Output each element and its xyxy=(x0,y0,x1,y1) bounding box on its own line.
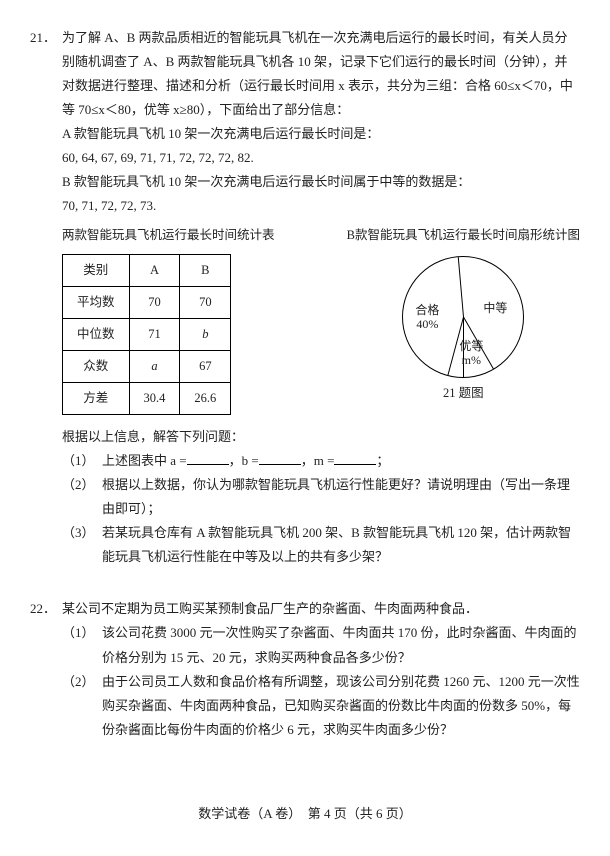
q22-s1: 该公司花费 3000 元一次性购买了杂酱面、牛肉面共 170 份，此时杂酱面、牛… xyxy=(102,621,580,669)
q22-number: 22． xyxy=(30,597,62,741)
pie-you: 优等 m% xyxy=(459,339,483,368)
q21-pb: B 款智能玩具飞机 10 架一次充满电后运行最长时间属于中等的数据是： xyxy=(62,170,580,194)
q21-s2: 根据以上数据，你认为哪款智能玩具飞机运行性能更好？请说明理由（写出一条理由即可）… xyxy=(102,473,580,521)
q22-p1: 某公司不定期为员工购买某预制食品厂生产的杂酱面、牛肉面两种食品． xyxy=(62,597,580,621)
q21-p2: 根据以上信息，解答下列问题： xyxy=(62,425,580,449)
pie-caption: 21 题图 xyxy=(347,382,580,405)
q21-pad: 60, 64, 67, 69, 71, 71, 72, 72, 72, 82. xyxy=(62,146,580,170)
q21-s3: 若某玩具仓库有 A 款智能玩具飞机 200 架、B 款智能玩具飞机 120 架，… xyxy=(102,521,580,569)
q21-pa: A 款智能玩具飞机 10 架一次充满电后运行最长时间是： xyxy=(62,122,580,146)
q21-number: 21． xyxy=(30,26,62,569)
table-title: 两款智能玩具飞机运行最长时间统计表 xyxy=(62,224,275,247)
pie-hege: 合格 40% xyxy=(415,303,439,332)
pie-title: B款智能玩具飞机运行最长时间扇形统计图 xyxy=(347,224,580,247)
q21-s2n: （2） xyxy=(62,473,102,521)
q21-pbd: 70, 71, 72, 72, 73. xyxy=(62,194,580,218)
pie-zhong: 中等 xyxy=(483,301,507,315)
pie-chart: 合格 40% 中等 优等 m% xyxy=(402,256,524,378)
q21-s1: 上述图表中 a =，b =，m =； xyxy=(102,449,580,473)
q22-s2: 由于公司员工人数和食品价格有所调整，现该公司分别花费 1260 元、1200 元… xyxy=(102,670,580,742)
q21-s1n: （1） xyxy=(62,449,102,473)
q21-p1: 为了解 A、B 两款品质相近的智能玩具飞机在一次充满电后运行的最长时间，有关人员… xyxy=(62,26,580,122)
stats-table: 类别AB 平均数7070 中位数71b 众数a67 方差30.426.6 xyxy=(62,254,231,416)
q21-s3n: （3） xyxy=(62,521,102,569)
q22-s1n: （1） xyxy=(62,621,102,669)
q22-s2n: （2） xyxy=(62,670,102,742)
page-footer: 数学试卷（A 卷） 第 4 页（共 6 页） xyxy=(30,802,580,826)
